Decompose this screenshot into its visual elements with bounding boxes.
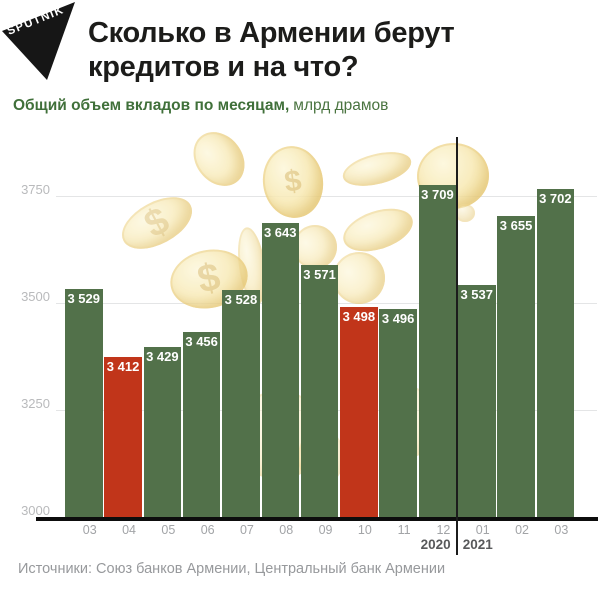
- x-axis-label: 07: [239, 523, 254, 537]
- x-axis-label: 05: [161, 523, 176, 537]
- title-line-1: Сколько в Армении берут: [88, 17, 455, 49]
- bar-value-label: 3 498: [342, 309, 376, 325]
- bar: 3 702: [536, 189, 575, 517]
- bar-value-label: 3 537: [460, 286, 494, 302]
- bar: 3 528: [222, 290, 260, 517]
- x-axis-label: 08: [279, 523, 294, 537]
- bar-value-label: 3 429: [146, 349, 179, 365]
- bar-value-label: 3 655: [499, 218, 533, 234]
- bar: 3 498: [340, 307, 378, 517]
- bar-value-label: 3 643: [263, 225, 297, 241]
- bar-value-label: 3 702: [539, 191, 572, 207]
- bar-value-label: 3 709: [421, 187, 454, 203]
- title-line-2: кредитов и на что?: [88, 51, 359, 83]
- bar-value-label: 3 412: [106, 359, 140, 375]
- dollar-sign-icon: $: [282, 164, 304, 200]
- bar: 3 571: [300, 265, 339, 517]
- coin-icon: [339, 145, 415, 193]
- bar-value-label: 3 529: [67, 291, 101, 307]
- bar: 3 643: [261, 223, 299, 517]
- bar: 3 429: [143, 347, 182, 517]
- y-axis-label: 3000: [21, 503, 50, 518]
- bar-value-label: 3 496: [381, 310, 415, 326]
- x-axis-label: 01: [475, 523, 490, 537]
- x-axis-label: 04: [122, 523, 136, 537]
- x-axis-line: [36, 517, 598, 521]
- coin-icon: [183, 121, 255, 197]
- subtitle-bold: Общий объем вкладов по месяцам,: [13, 97, 290, 114]
- bar: 3 537: [458, 284, 496, 517]
- dollar-sign-icon: $: [137, 199, 176, 247]
- x-axis-label: 06: [200, 523, 215, 537]
- bar: 3 529: [65, 289, 103, 517]
- y-axis-label: 3750: [21, 182, 50, 197]
- y-axis-label: 3500: [21, 289, 50, 304]
- coin-icon: [455, 204, 475, 222]
- coin-icon: $: [113, 186, 201, 260]
- coin-icon: [337, 200, 419, 260]
- bar: 3 655: [497, 216, 535, 517]
- bar-value-label: 3 456: [185, 333, 218, 349]
- page-title: Сколько в Армении берут кредитов и на чт…: [88, 16, 455, 84]
- x-axis-label: 11: [397, 523, 411, 537]
- sputnik-logo: SPUTNIK: [2, 2, 75, 80]
- gridline: [56, 196, 597, 197]
- x-axis-label: 03: [82, 523, 97, 537]
- logo-triangle: [2, 2, 75, 80]
- x-axis-label: 09: [318, 523, 333, 537]
- chart-subtitle: Общий объем вкладов по месяцам, млрд драм…: [13, 97, 388, 115]
- x-axis-label: 10: [357, 523, 372, 537]
- bar: 3 709: [418, 185, 457, 517]
- year-label-2020: 2020: [420, 537, 451, 552]
- coin-icon: $: [258, 142, 328, 222]
- x-axis-label: 12: [436, 523, 451, 537]
- bar: 3 496: [379, 308, 417, 517]
- bar: 3 456: [182, 331, 221, 517]
- dollar-sign-icon: $: [193, 255, 224, 302]
- year-separator-line: [455, 137, 458, 555]
- x-axis-label: 02: [515, 523, 529, 537]
- subtitle-unit: млрд драмов: [293, 97, 389, 114]
- x-axis-label: 03: [554, 523, 569, 537]
- bar-value-label: 3 571: [303, 267, 336, 283]
- bar: 3 412: [104, 357, 142, 517]
- y-axis-label: 3250: [21, 396, 50, 411]
- year-label-2021: 2021: [462, 537, 493, 552]
- source-note: Источники: Союз банков Армении, Централь…: [18, 561, 446, 577]
- bar-value-label: 3 528: [224, 292, 258, 308]
